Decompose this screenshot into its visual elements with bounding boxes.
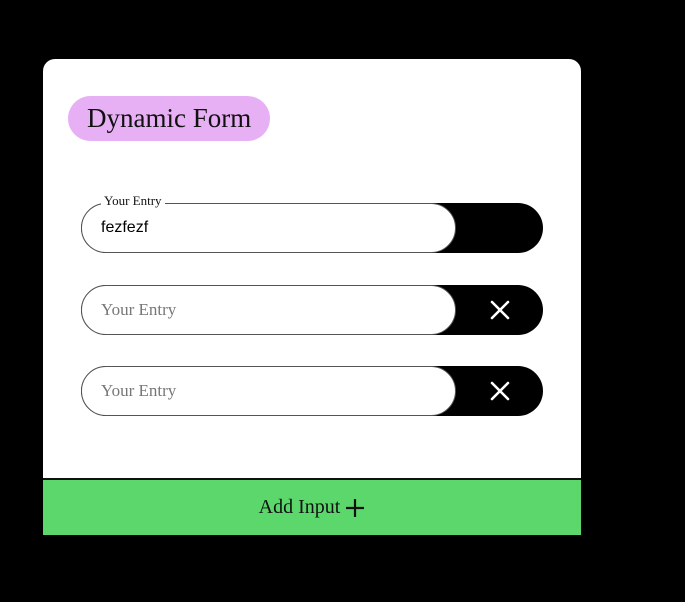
entry-row-1: Your Entry xyxy=(81,193,543,253)
close-icon xyxy=(490,300,509,320)
plus-icon xyxy=(346,498,365,517)
remove-entry-2-button[interactable] xyxy=(456,285,543,335)
entry-field-1 xyxy=(81,203,456,253)
entry-field-2 xyxy=(81,285,456,335)
close-icon xyxy=(490,381,509,401)
add-input-button[interactable]: Add Input xyxy=(43,478,581,535)
entry-field-3 xyxy=(81,366,456,416)
entry-row-2 xyxy=(81,285,543,335)
entry-row-3 xyxy=(81,366,543,416)
entry-label-1: Your Entry xyxy=(101,193,165,209)
entry-input-2[interactable] xyxy=(101,286,431,334)
dynamic-form-card: Dynamic Form Your Entry xyxy=(43,59,581,535)
form-title: Dynamic Form xyxy=(68,96,271,141)
entry-input-1[interactable] xyxy=(101,204,431,252)
add-input-label: Add Input xyxy=(258,496,341,518)
remove-entry-3-button[interactable] xyxy=(456,366,543,416)
entry-input-3[interactable] xyxy=(101,367,431,415)
